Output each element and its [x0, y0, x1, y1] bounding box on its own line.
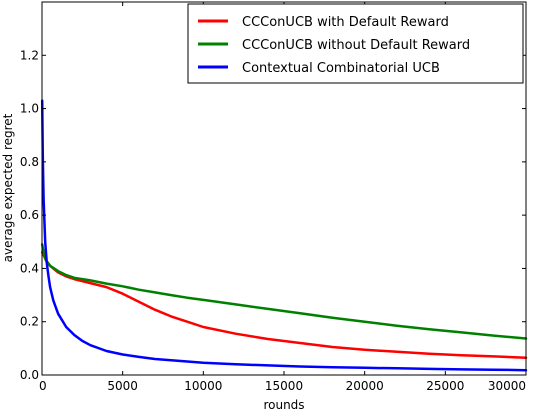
y-tick-label: 0.8	[20, 155, 39, 169]
x-tick-label: 10000	[184, 379, 222, 393]
legend-label-3: Contextual Combinatorial UCB	[242, 61, 440, 76]
y-tick-label: 0.2	[20, 315, 39, 329]
ticks-layer: 0 5000 10000 15000 20000 25000 30000 0.0 0.2 0.4 0…	[20, 2, 527, 393]
y-tick-label: 1.2	[20, 48, 39, 62]
series-line-3	[40, 99, 528, 372]
x-axis-label: rounds	[263, 398, 304, 410]
x-tick-label: 25000	[426, 379, 464, 393]
x-tick-label: 0	[39, 379, 47, 393]
series-line-2	[40, 243, 528, 340]
x-tick-label: 5000	[107, 379, 138, 393]
y-tick-label: 0.4	[20, 261, 39, 275]
series-line-1	[40, 251, 528, 359]
series-layer	[40, 99, 528, 372]
x-tick-label: 20000	[346, 379, 384, 393]
legend-box	[187, 3, 524, 84]
y-tick-label: 0.0	[20, 368, 39, 382]
legend-label-1: CCConUCB with Default Reward	[242, 15, 449, 30]
y-tick-label: 1.0	[20, 102, 39, 116]
x-tick-label: 30000	[488, 379, 526, 393]
x-tick-label: 15000	[265, 379, 303, 393]
y-axis-label: average expected regret	[1, 113, 15, 262]
y-tick-label: 0.6	[20, 208, 39, 222]
legend-label-2: CCConUCB without Default Reward	[242, 38, 470, 53]
legend: CCConUCB with Default Reward CCConUCB wit…	[187, 3, 524, 84]
